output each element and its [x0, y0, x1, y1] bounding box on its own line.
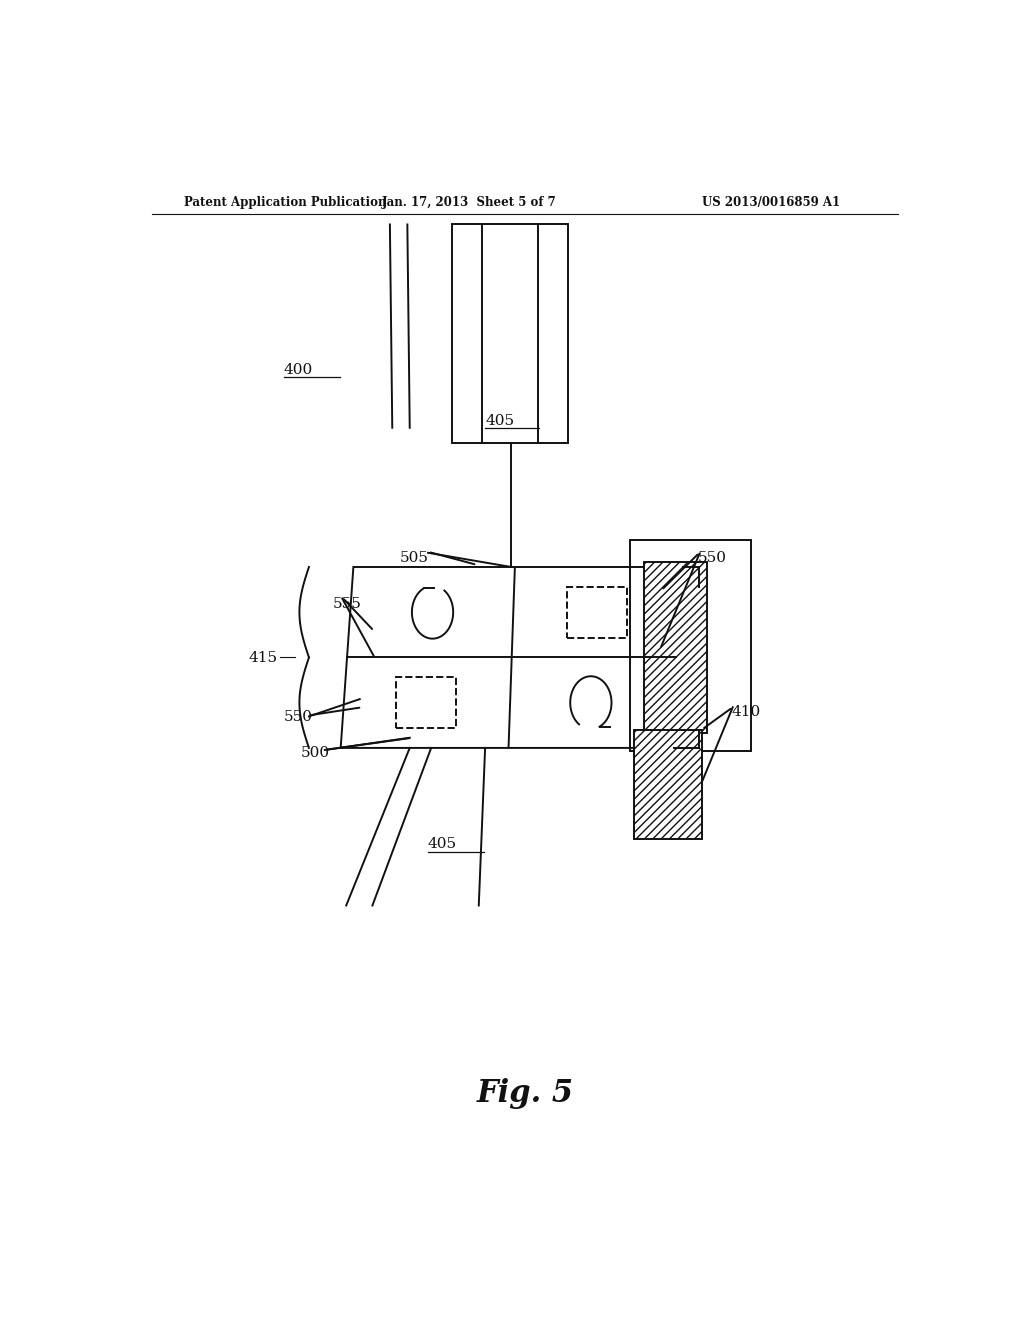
Text: Fig. 5: Fig. 5	[476, 1078, 573, 1109]
Bar	[644, 562, 708, 733]
Text: 505: 505	[399, 550, 428, 565]
Bar	[452, 224, 568, 444]
Text: 400: 400	[284, 363, 312, 376]
Bar	[396, 677, 456, 729]
Text: 550: 550	[697, 550, 727, 565]
Bar	[567, 587, 627, 638]
Text: 405: 405	[485, 413, 514, 428]
Text: Jan. 17, 2013  Sheet 5 of 7: Jan. 17, 2013 Sheet 5 of 7	[382, 195, 557, 209]
Bar	[634, 730, 701, 840]
Text: 500: 500	[301, 746, 330, 760]
Text: Patent Application Publication: Patent Application Publication	[183, 195, 386, 209]
Text: 410: 410	[731, 705, 761, 719]
Text: 555: 555	[333, 597, 361, 611]
Text: 405: 405	[428, 837, 457, 851]
Text: US 2013/0016859 A1: US 2013/0016859 A1	[701, 195, 840, 209]
Text: 550: 550	[284, 710, 312, 725]
Text: 415: 415	[248, 652, 278, 665]
